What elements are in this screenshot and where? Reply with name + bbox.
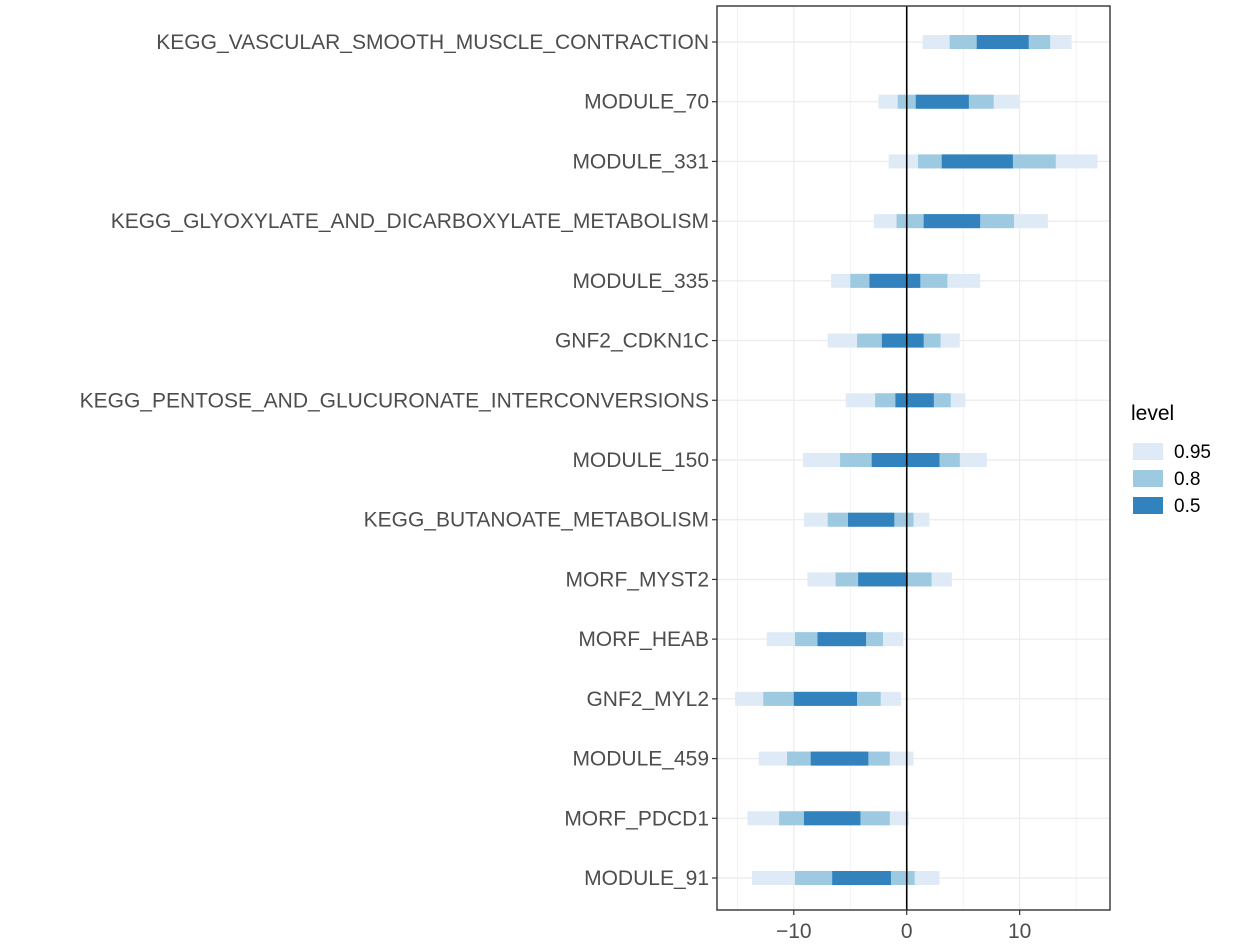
y-tick-label: MORF_HEAB [578, 628, 709, 651]
legend-swatch [1133, 443, 1163, 460]
y-tick-label: KEGG_GLYOXYLATE_AND_DICARBOXYLATE_METABO… [111, 210, 709, 233]
x-tick-label: 10 [1008, 920, 1031, 943]
y-tick-label: MODULE_91 [584, 867, 709, 890]
interval-bar-05 [923, 214, 981, 229]
interval-bar-05 [858, 572, 908, 587]
y-tick-label: MODULE_331 [572, 150, 709, 173]
interval-bar-05 [915, 94, 969, 109]
y-tick-label: MORF_MYST2 [565, 568, 709, 591]
interval-bar-05 [976, 35, 1029, 49]
y-tick-label: GNF2_CDKN1C [555, 330, 709, 353]
y-axis-labels: KEGG_VASCULAR_SMOOTH_MUSCLE_CONTRACTION M… [80, 31, 717, 890]
interval-bar-05 [895, 393, 934, 408]
interval-bar-05 [803, 811, 861, 826]
interval-bar-05 [871, 453, 940, 467]
x-tick-label: −10 [776, 920, 812, 943]
interval-bar-05 [810, 751, 869, 766]
interval-bars [735, 35, 1098, 885]
legend-label: 0.95 [1174, 442, 1211, 463]
interval-bar-05 [793, 691, 858, 706]
legend-swatch [1133, 470, 1163, 487]
interval-bar-05 [848, 512, 895, 527]
y-tick-label: MORF_PDCD1 [564, 807, 709, 830]
y-tick-label: MODULE_335 [572, 270, 709, 293]
y-tick-label: KEGG_VASCULAR_SMOOTH_MUSCLE_CONTRACTION [156, 31, 709, 54]
y-tick-label: GNF2_MYL2 [586, 688, 709, 711]
interval-bar-05 [941, 154, 1013, 169]
legend-title: level [1131, 402, 1174, 425]
y-tick-label: KEGG_BUTANOATE_METABOLISM [364, 509, 709, 532]
x-tick-label: 0 [901, 920, 913, 943]
y-tick-label: KEGG_PENTOSE_AND_GLUCURONATE_INTERCONVER… [80, 389, 709, 412]
panel-border [716, 5, 1111, 911]
legend-label: 0.8 [1174, 469, 1200, 490]
y-tick-label: MODULE_459 [572, 748, 709, 771]
interval-bar-05 [832, 871, 891, 885]
interval-bar-05 [817, 632, 867, 647]
y-tick-label: MODULE_150 [572, 449, 709, 472]
y-tick-label: MODULE_70 [584, 91, 709, 114]
x-axis: −10 0 10 [776, 910, 1031, 943]
legend-swatch [1133, 497, 1163, 514]
interval-bar-05 [869, 273, 921, 288]
legend-label: 0.5 [1174, 496, 1200, 517]
interval-bar-05 [881, 333, 924, 348]
